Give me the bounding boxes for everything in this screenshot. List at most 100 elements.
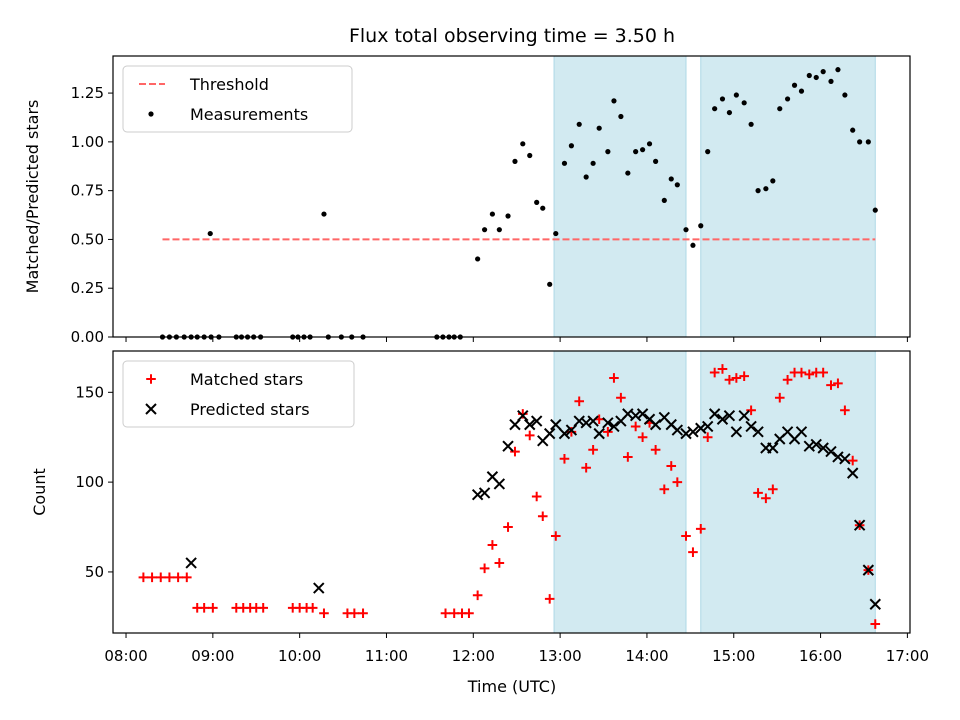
y-tick-label: 0.50: [71, 230, 104, 248]
plot-frame: [112, 350, 911, 634]
y-tick-label: 50: [85, 563, 104, 581]
predicted-star-point: [509, 418, 521, 431]
measurement-point: [618, 113, 624, 120]
predicted-star-point: [810, 438, 822, 451]
matched-star-point: [724, 374, 735, 385]
matched-star-point: [804, 369, 815, 380]
matched-star-point: [681, 531, 691, 541]
matched-star-point: [440, 608, 451, 619]
predicted-star-point: [580, 417, 592, 429]
measurement-point: [668, 176, 674, 182]
matched-star-point: [479, 563, 490, 574]
measurement-point: [646, 141, 653, 147]
measurement-point: [770, 178, 776, 184]
predicted-star-point: [517, 409, 529, 422]
measurement-point: [828, 78, 834, 84]
predicted-star-point: [565, 424, 578, 436]
matched-star-point: [358, 608, 368, 619]
matched-star-point: [487, 540, 498, 550]
predicted-star-point: [738, 409, 750, 422]
measurement-point: [505, 213, 511, 219]
matched-star-point: [717, 364, 728, 374]
matched-star-point: [581, 462, 591, 473]
measurement-point: [568, 143, 575, 149]
y-tick-label: 0.25: [71, 279, 104, 297]
legend-box: [122, 65, 353, 133]
predicted-star-point: [702, 420, 714, 433]
measurement-point: [835, 67, 841, 73]
measurement-point: [733, 92, 739, 98]
legend: Matched stars Predicted stars: [122, 360, 355, 428]
x-tick-label: 17:00: [886, 647, 929, 665]
legend-label: Measurements: [190, 105, 308, 124]
predicted-star-point: [608, 420, 620, 433]
matched-star-point: [164, 572, 175, 583]
predicted-star-point: [629, 409, 642, 422]
matched-star-point: [503, 522, 513, 532]
predicted-star-point: [636, 408, 649, 420]
predicted-star-point: [723, 409, 736, 422]
predicted-star-point: [730, 426, 743, 438]
x-tick-label: 08:00: [104, 647, 147, 665]
predicted-star-point: [825, 445, 837, 458]
measurement-point: [842, 92, 848, 98]
predicted-star-point: [695, 422, 707, 434]
measurement-point: [674, 182, 680, 188]
matched-star-point: [782, 374, 793, 385]
measurement-point: [625, 170, 631, 176]
legend: Threshold Measurements: [122, 65, 353, 133]
predicted-star-point: [795, 426, 808, 438]
predicted-star-point: [587, 415, 599, 427]
measurement-point: [596, 125, 602, 131]
predicted-star-point: [853, 519, 866, 531]
matched-star-point: [709, 367, 720, 378]
measurement-point: [777, 106, 783, 112]
measurement-point: [857, 139, 863, 145]
matched-star-point: [531, 491, 542, 502]
measurement-point: [605, 149, 611, 155]
predicted-star-point: [869, 598, 881, 610]
predicted-star-point: [471, 488, 484, 501]
y-tick-label: 100: [75, 473, 104, 491]
measurement-point: [611, 98, 617, 104]
matched-star-point: [672, 477, 683, 487]
matched-star-point: [472, 590, 483, 601]
measurement-point: [726, 109, 733, 116]
matched-star-point: [588, 444, 598, 455]
measurement-point: [639, 147, 646, 153]
observing-window-1: [700, 350, 876, 634]
measurement-point: [547, 281, 553, 287]
measurement-point: [813, 74, 819, 81]
legend-marker: [145, 403, 157, 415]
plot-frame: [112, 55, 911, 338]
predicted-star-point: [832, 451, 844, 463]
measurement-point: [481, 227, 488, 233]
legend-label: Matched stars: [190, 370, 303, 389]
matched-star-point: [746, 405, 756, 416]
predicted-star-point: [502, 440, 514, 452]
y-tick-label: 1.00: [71, 133, 104, 151]
measurement-point: [520, 141, 526, 147]
y-tick-label: 0.75: [71, 182, 104, 200]
matched-star-point: [173, 572, 183, 583]
matched-star-point: [138, 572, 149, 583]
matched-star-point: [847, 455, 858, 466]
x-tick-label: 12:00: [452, 647, 495, 665]
predicted-star-point: [680, 427, 692, 440]
predicted-star-point: [745, 420, 757, 433]
y-tick-label: 150: [75, 383, 104, 401]
predicted-star-point: [767, 442, 779, 454]
y-axis-title: Matched/Predicted stars: [23, 100, 42, 294]
predicted-star-point: [593, 427, 605, 440]
matched-star-point: [550, 531, 561, 541]
predicted-star-point: [185, 557, 197, 569]
measurement-point: [755, 188, 761, 194]
measurement-point: [489, 211, 495, 217]
measurement-point: [590, 160, 596, 166]
legend-marker: [148, 111, 154, 117]
x-tick-label: 14:00: [625, 647, 668, 665]
measurement-point: [798, 88, 805, 94]
matched-star-point: [623, 452, 633, 462]
legend-label: Predicted stars: [190, 400, 310, 419]
predicted-star-point: [671, 424, 684, 436]
